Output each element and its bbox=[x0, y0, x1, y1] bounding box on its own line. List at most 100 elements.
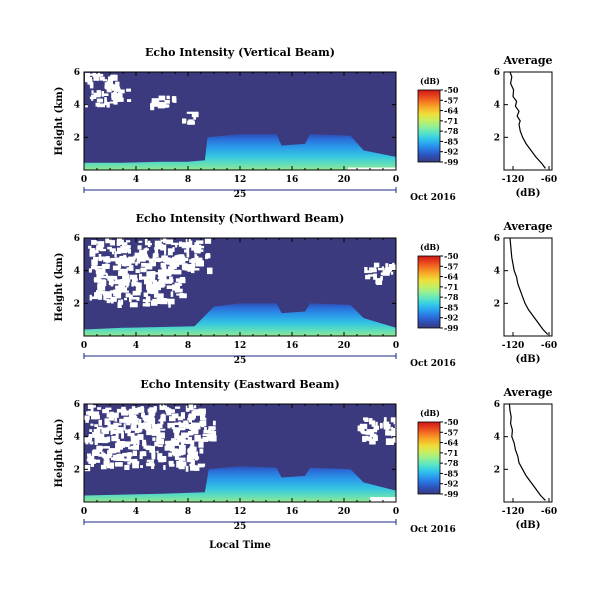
missing-data-cell bbox=[157, 257, 160, 263]
missing-data-cell bbox=[195, 240, 204, 244]
x-tick-label: 0 bbox=[393, 175, 399, 185]
missing-data-cell bbox=[165, 239, 174, 245]
missing-data-cell bbox=[373, 273, 377, 280]
missing-data-cell bbox=[178, 261, 183, 265]
missing-data-cell bbox=[184, 267, 189, 271]
missing-data-cell bbox=[149, 275, 156, 283]
x-tick-label: 0 bbox=[81, 507, 87, 517]
missing-data-cell bbox=[191, 410, 199, 416]
missing-data-cell bbox=[123, 279, 130, 286]
panel-title: Echo Intensity (Vertical Beam) bbox=[145, 46, 335, 59]
missing-data-cell bbox=[156, 281, 163, 287]
missing-data-cell bbox=[383, 417, 387, 425]
x-tick-label: 8 bbox=[185, 507, 191, 517]
missing-data-cell bbox=[379, 423, 383, 429]
missing-data-cell bbox=[169, 416, 176, 422]
missing-data-cell bbox=[104, 97, 107, 104]
missing-data-cell bbox=[138, 418, 142, 424]
missing-data-cell bbox=[160, 456, 167, 462]
missing-data-cell bbox=[100, 464, 107, 470]
colorbar-tick-label: -78 bbox=[444, 126, 459, 136]
missing-data-cell bbox=[142, 303, 151, 307]
missing-data-cell bbox=[113, 98, 118, 102]
missing-data-cell bbox=[85, 419, 89, 423]
missing-data-cell bbox=[373, 427, 378, 433]
missing-data-cell bbox=[131, 281, 139, 286]
missing-data-cell bbox=[385, 263, 389, 269]
missing-data-cell bbox=[119, 418, 127, 423]
missing-data-cell bbox=[386, 267, 391, 270]
missing-data-cell bbox=[201, 421, 205, 428]
missing-data-cell bbox=[107, 275, 114, 281]
missing-data-cell bbox=[129, 459, 137, 463]
missing-data-cell bbox=[111, 84, 117, 91]
missing-data-cell bbox=[156, 439, 164, 445]
average-frame bbox=[503, 237, 553, 337]
missing-data-cell bbox=[156, 438, 160, 443]
missing-data-cell bbox=[142, 253, 147, 256]
missing-data-cell bbox=[212, 427, 215, 432]
missing-data-cell bbox=[138, 255, 146, 262]
missing-data-cell bbox=[94, 292, 101, 298]
missing-data-cell bbox=[137, 439, 140, 445]
missing-data-cell bbox=[87, 81, 92, 85]
missing-data-cell bbox=[142, 256, 150, 261]
missing-data-cell bbox=[187, 436, 192, 441]
missing-data-cell bbox=[120, 279, 123, 284]
missing-data-cell bbox=[124, 464, 130, 470]
average-y-tick-label: 6 bbox=[494, 234, 500, 244]
missing-data-cell bbox=[164, 104, 170, 108]
missing-data-cell bbox=[88, 268, 92, 273]
missing-data-cell bbox=[98, 254, 102, 260]
colorbar-tick-label: -64 bbox=[444, 106, 459, 116]
colorbar-tick-label: -85 bbox=[444, 136, 458, 146]
missing-data-cell bbox=[144, 428, 151, 431]
x-tick-label: 8 bbox=[185, 341, 191, 351]
missing-data-cell bbox=[131, 283, 134, 287]
missing-data-cell bbox=[114, 252, 117, 258]
missing-data-cell bbox=[155, 102, 158, 107]
missing-data-cell bbox=[151, 101, 159, 107]
missing-data-cell bbox=[93, 75, 100, 81]
missing-data-cell bbox=[121, 407, 124, 411]
missing-data-cell bbox=[178, 278, 186, 284]
missing-data-cell bbox=[105, 238, 112, 244]
missing-data-cell bbox=[163, 238, 166, 243]
panel-vertical: Echo Intensity (Vertical Beam) Height (k… bbox=[54, 46, 557, 203]
missing-data-cell bbox=[128, 265, 134, 271]
missing-data-cell bbox=[154, 247, 157, 250]
missing-data-cell bbox=[101, 451, 104, 455]
missing-data-cell bbox=[207, 267, 213, 275]
missing-data-cell bbox=[188, 433, 193, 436]
y-tick-label: 4 bbox=[74, 267, 80, 277]
missing-data-cell bbox=[140, 267, 147, 273]
missing-data-cell bbox=[109, 411, 114, 418]
colorbar-gradient bbox=[417, 421, 441, 495]
missing-data-cell bbox=[202, 433, 209, 437]
missing-data-cell bbox=[145, 299, 148, 305]
missing-data-cell bbox=[91, 450, 100, 456]
missing-data-cell bbox=[122, 453, 129, 456]
missing-data-cell bbox=[126, 285, 129, 288]
missing-data-cell bbox=[157, 293, 164, 299]
missing-data-cell bbox=[368, 438, 373, 442]
missing-data-cell bbox=[154, 427, 161, 435]
average-x-tick-label: -60 bbox=[541, 175, 557, 185]
missing-data-cell bbox=[154, 441, 159, 447]
missing-data-cell bbox=[158, 101, 164, 107]
missing-data-cell bbox=[114, 88, 120, 92]
x-tick-label: 0 bbox=[393, 507, 399, 517]
missing-data-cell bbox=[110, 249, 112, 252]
colorbar-tick-label: -57 bbox=[444, 427, 458, 437]
missing-data-cell bbox=[107, 246, 112, 250]
missing-data-cell bbox=[179, 444, 186, 452]
missing-data-cell bbox=[156, 450, 159, 453]
missing-data-cell bbox=[117, 302, 122, 308]
missing-data-cell bbox=[198, 441, 204, 448]
average-title: Average bbox=[502, 220, 552, 233]
missing-data-cell bbox=[149, 445, 155, 453]
missing-data-cell bbox=[135, 269, 140, 273]
missing-data-cell bbox=[193, 422, 201, 430]
missing-data-cell bbox=[94, 459, 101, 463]
missing-data-cell bbox=[106, 436, 111, 443]
